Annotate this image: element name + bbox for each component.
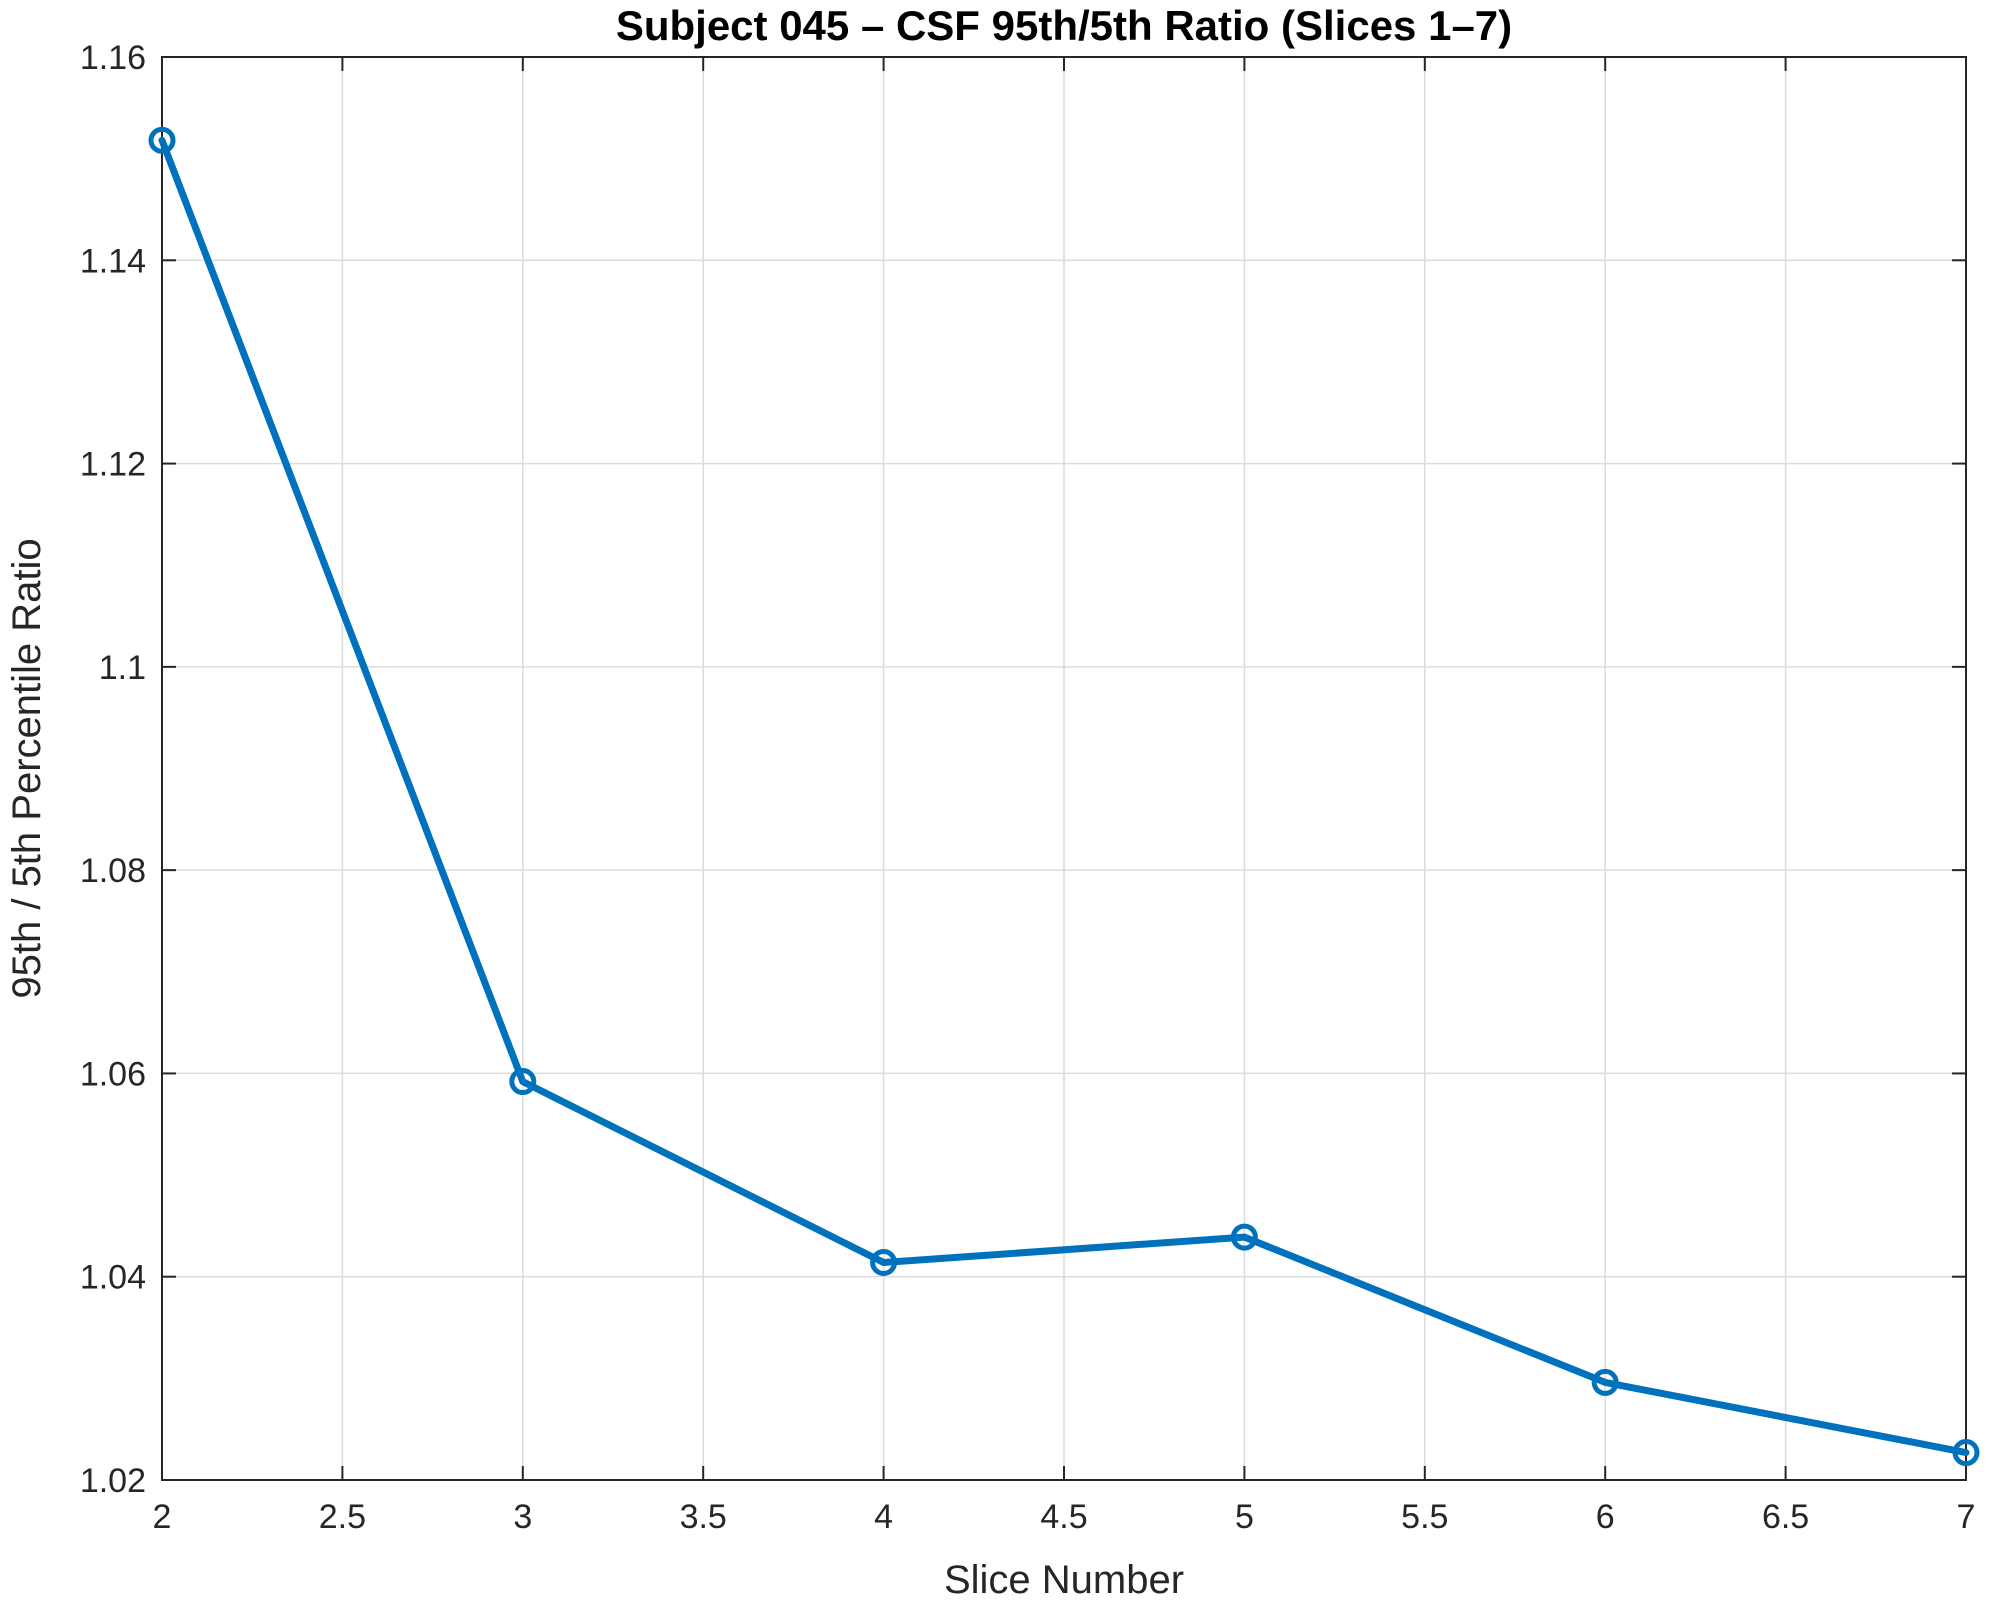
x-tick-label: 2.5	[319, 1498, 366, 1536]
tick-layer: 2 2.5 3 3.5 4 4.5 5 5.5 6 6.5 7 1.02 1.04 1.06 1.08 1.1…	[80, 39, 1976, 1536]
chart-title: Subject 045 – CSF 95th/5th Ratio (Slices…	[616, 2, 1512, 49]
x-tick-label: 5.5	[1401, 1498, 1448, 1536]
y-tick-label: 1.14	[80, 242, 146, 280]
data-point	[1591, 1368, 1619, 1396]
x-tick-label: 6	[1596, 1498, 1615, 1536]
y-tick-label: 1.02	[80, 1462, 146, 1500]
data-point	[870, 1248, 898, 1276]
y-tick-label: 1.08	[80, 852, 146, 890]
series-layer	[148, 126, 1980, 1467]
y-tick-label: 1.16	[80, 39, 146, 77]
data-point	[1230, 1223, 1258, 1251]
x-tick-label: 6.5	[1762, 1498, 1809, 1536]
x-axis-label: Slice Number	[944, 1558, 1184, 1602]
series-line	[158, 136, 1970, 1457]
y-axis-label: 95th / 5th Percentile Ratio	[5, 538, 49, 998]
x-tick-label: 2	[153, 1498, 172, 1536]
x-tick-label: 4.5	[1040, 1498, 1087, 1536]
data-point	[509, 1068, 537, 1096]
x-tick-label: 3	[513, 1498, 532, 1536]
grid-layer	[161, 56, 1967, 1481]
x-tick-label: 7	[1957, 1498, 1976, 1536]
y-tick-label: 1.04	[80, 1259, 146, 1297]
y-tick-label: 1.1	[99, 649, 146, 687]
y-tick-label: 1.12	[80, 446, 146, 484]
x-tick-label: 5	[1235, 1498, 1254, 1536]
y-tick-label: 1.06	[80, 1055, 146, 1093]
data-point	[1952, 1439, 1980, 1467]
data-point	[148, 126, 176, 154]
x-tick-label: 3.5	[680, 1498, 727, 1536]
x-tick-label: 4	[874, 1498, 893, 1536]
